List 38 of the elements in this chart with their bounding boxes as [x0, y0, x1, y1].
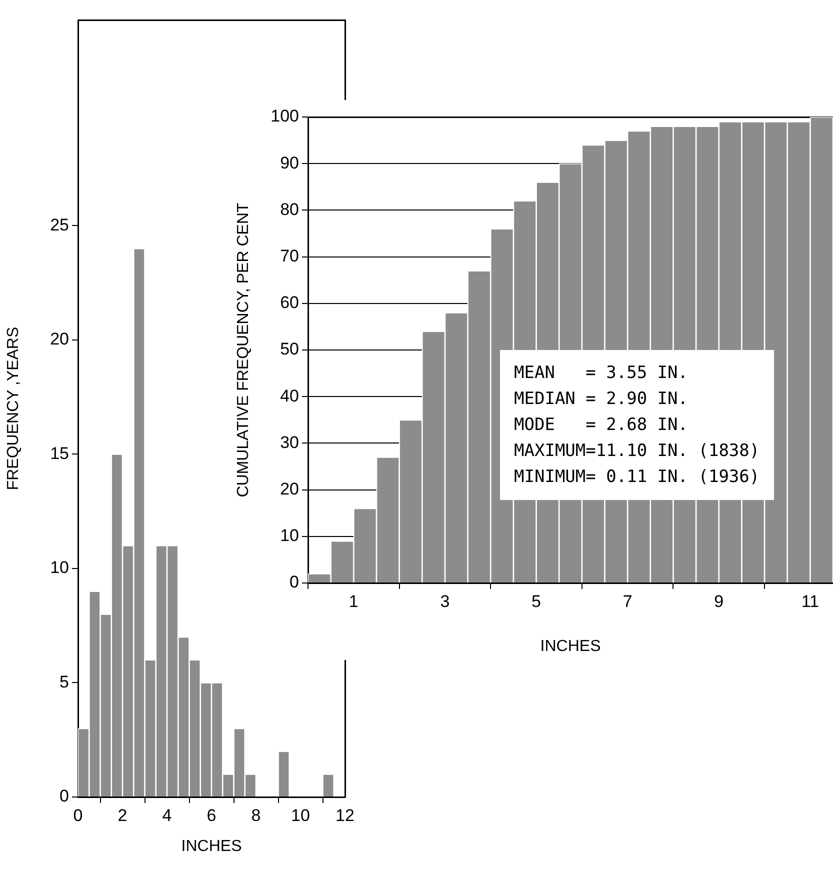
x-tick-label: 8	[251, 806, 261, 825]
x-tick-label: 9	[714, 592, 724, 611]
y-tick-label: 70	[280, 246, 299, 266]
annotation: MAXIMUM=11.10 IN. (1838)	[514, 441, 760, 461]
x-tick-label: 6	[206, 806, 216, 825]
x-tick-label: 1	[348, 592, 358, 611]
y-tick-label: 30	[280, 432, 299, 452]
y-tick-label: 100	[270, 106, 299, 126]
x-axis-title: INCHES	[540, 638, 601, 655]
annotation: MEDIAN = 2.90 IN.	[514, 389, 688, 409]
y-tick-label: 90	[280, 153, 299, 172]
x-tick-label: 3	[440, 592, 450, 611]
y-tick-label: 10	[50, 558, 69, 578]
y-tick-label: 5	[60, 672, 69, 692]
x-tick-label: 7	[622, 592, 632, 611]
y-tick-label: 40	[280, 386, 299, 406]
y-tick-label: 80	[280, 200, 299, 219]
y-axis-title: CUMULATIVE FREQUENCY, PER CENT	[235, 202, 252, 498]
annotation: MEAN = 3.55 IN.	[514, 363, 688, 383]
annotation: MINIMUM= 0.11 IN. (1936)	[514, 467, 760, 487]
y-tick-label: 0	[290, 572, 299, 592]
y-tick-label: 10	[280, 526, 299, 546]
y-tick-label: 20	[280, 479, 299, 498]
x-axis-title: INCHES	[181, 838, 242, 855]
x-tick-label: 5	[532, 592, 541, 611]
y-tick-label: 15	[50, 444, 69, 463]
x-tick-label: 4	[162, 806, 172, 825]
x-tick-label: 2	[118, 806, 128, 825]
y-axis-title: FREQUENCY ,YEARS	[5, 326, 22, 490]
x-tick-label: 12	[336, 806, 354, 825]
y-tick-label: 25	[50, 215, 69, 234]
y-tick-label: 60	[280, 293, 299, 312]
y-tick-label: 20	[50, 330, 69, 349]
y-tick-label: 50	[280, 340, 299, 359]
annotation: MODE = 2.68 IN.	[514, 415, 688, 435]
y-tick-label: 0	[60, 786, 69, 806]
x-tick-label: 0	[73, 806, 83, 825]
x-tick-label: 11	[801, 592, 819, 611]
